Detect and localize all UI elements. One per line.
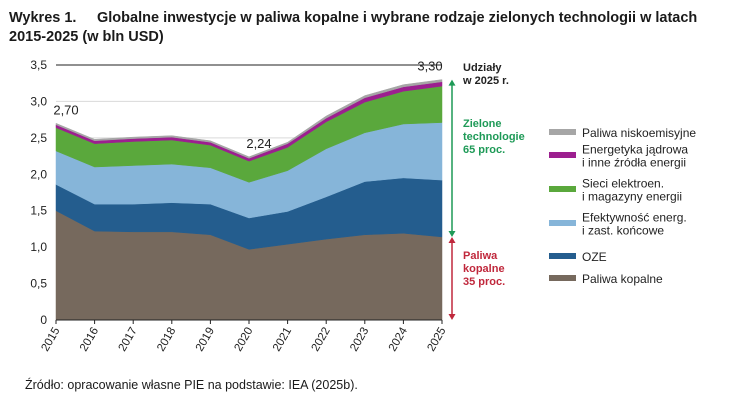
title-line-2: 2015-2025 (w bln USD) bbox=[9, 29, 164, 45]
y-tick-label: 0,5 bbox=[30, 277, 47, 291]
legend-label: Efektywność energ. i zast. końcowe bbox=[582, 211, 687, 238]
data-labels: 2,70 2,24 3,30 bbox=[53, 59, 442, 151]
y-tick-label: 3,5 bbox=[30, 58, 47, 72]
y-tick-label: 0 bbox=[40, 313, 47, 327]
share-annotations: Udziały w 2025 r. Zielone technologie 65 pro… bbox=[448, 62, 525, 320]
x-tick-label: 2023 bbox=[348, 326, 371, 354]
x-tick-label: 2016 bbox=[78, 326, 101, 354]
legend-label: Energetyka jądrowa i inne źródła energii bbox=[582, 143, 688, 170]
x-tick-label: 2021 bbox=[271, 326, 294, 354]
x-tick-label: 2017 bbox=[117, 326, 140, 354]
source-note: Źródło: opracowanie własne PIE na podsta… bbox=[25, 378, 358, 392]
legend: Paliwa niskoemisyjne Energetyka jądrowa i … bbox=[549, 126, 696, 286]
legend-swatch bbox=[549, 186, 576, 192]
total-value-label: 2,24 bbox=[246, 136, 271, 151]
x-tick-label: 2015 bbox=[39, 326, 62, 354]
arrow-head bbox=[448, 230, 456, 237]
chart-areas bbox=[55, 79, 443, 321]
arrow-head bbox=[448, 314, 456, 320]
arrow-head bbox=[448, 236, 456, 243]
x-tick-label: 2022 bbox=[310, 326, 333, 354]
x-tick-label: 2018 bbox=[155, 326, 178, 354]
y-tick-label: 3,0 bbox=[30, 94, 47, 108]
figure-label: Wykres 1. bbox=[9, 10, 77, 26]
legend-label: OZE bbox=[582, 250, 607, 264]
total-value-label: 2,70 bbox=[53, 102, 78, 117]
legend-swatch bbox=[549, 275, 576, 281]
y-tick-label: 2,0 bbox=[30, 167, 47, 181]
total-value-label: 3,30 bbox=[417, 59, 442, 74]
y-tick-label: 1,0 bbox=[30, 240, 47, 254]
arrow-head bbox=[448, 79, 456, 86]
shares-title: Udziały w 2025 r. bbox=[462, 62, 509, 87]
legend-swatch bbox=[549, 129, 576, 135]
area-paliwa-niskoemisyjne bbox=[55, 79, 443, 159]
x-axis: 2015 2016 2017 2018 2019 2020 2021 2022 2023 2024… bbox=[39, 319, 449, 354]
x-tick-label: 2020 bbox=[232, 326, 255, 354]
legend-swatch bbox=[549, 253, 576, 259]
title-line-1: Globalne inwestycje w paliwa kopalne i w… bbox=[97, 10, 698, 26]
x-tick-label: 2019 bbox=[194, 326, 217, 354]
legend-swatch bbox=[549, 152, 576, 158]
x-tick-label: 2025 bbox=[425, 326, 448, 354]
x-tick-label: 2024 bbox=[387, 325, 410, 354]
legend-label: Paliwa niskoemisyjne bbox=[582, 126, 696, 140]
green-share-label: Zielone technologie 65 proc. bbox=[463, 118, 525, 156]
chart-title: Wykres 1. Globalne inwestycje w paliwa ko… bbox=[9, 9, 739, 47]
legend-swatch bbox=[549, 220, 576, 226]
legend-label: Paliwa kopalne bbox=[582, 272, 663, 286]
y-tick-label: 1,5 bbox=[30, 204, 47, 218]
legend-label: Sieci elektroen. i magazyny energii bbox=[582, 177, 682, 204]
fossil-share-label: Paliwa kopalne 35 proc. bbox=[463, 250, 505, 288]
y-tick-label: 2,5 bbox=[30, 131, 47, 145]
